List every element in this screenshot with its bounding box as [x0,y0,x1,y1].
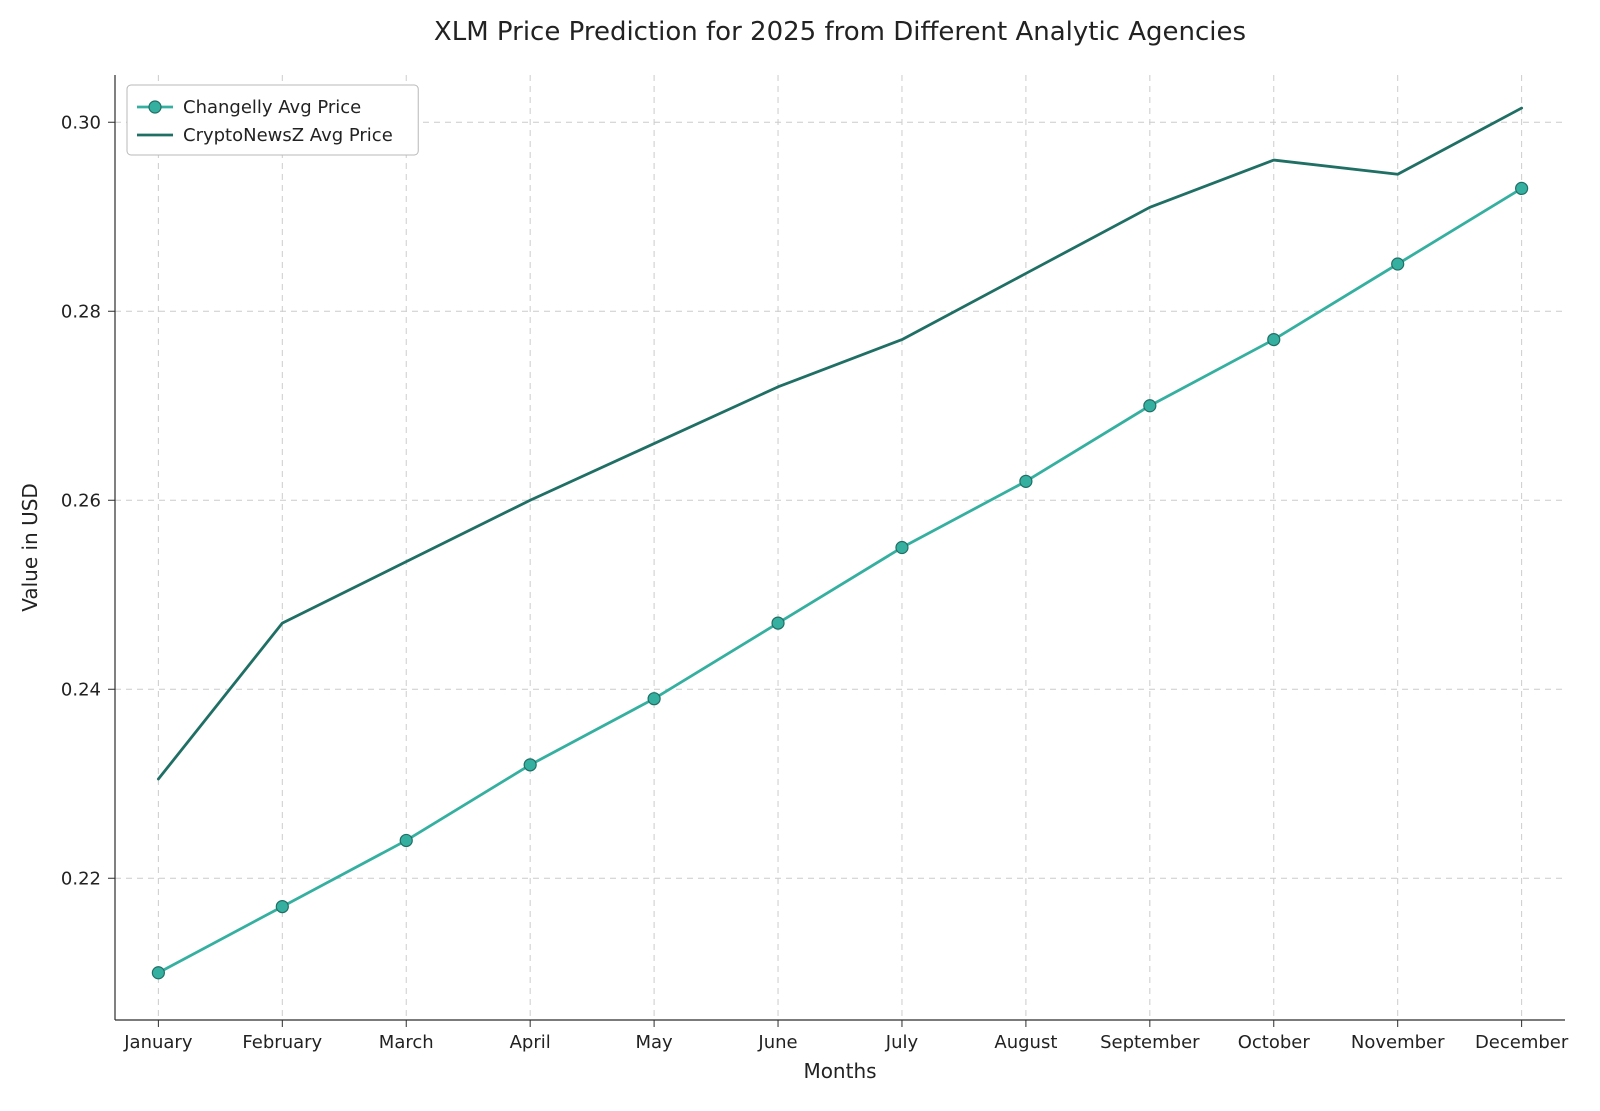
series-marker-0 [1516,182,1528,194]
line-chart: January February March April May June July Augu… [0,0,1600,1111]
series-marker-0 [400,834,412,846]
y-tick-label: 0.24 [61,679,101,700]
series-marker-0 [276,901,288,913]
series-marker-0 [152,967,164,979]
chart-title: XLM Price Prediction for 2025 from Diffe… [434,17,1246,47]
y-tick-label: 0.26 [61,490,101,511]
legend-label-0: Changelly Avg Price [183,97,361,118]
series-marker-0 [648,693,660,705]
series-marker-0 [1392,258,1404,270]
series-marker-0 [772,617,784,629]
x-tick-label: September [1100,1032,1200,1053]
x-tick-label: October [1238,1032,1311,1053]
legend-swatch-marker-0 [149,101,161,113]
y-tick-label: 0.28 [61,301,101,322]
x-tick-label: March [379,1032,434,1053]
x-tick-label: August [994,1032,1057,1053]
x-tick-label: July [885,1032,919,1053]
x-tick-label: December [1475,1032,1569,1053]
x-tick-label: April [510,1032,551,1053]
series-marker-0 [1268,334,1280,346]
legend-label-1: CryptoNewsZ Avg Price [183,125,393,146]
y-tick-label: 0.30 [61,112,101,133]
x-tick-label: February [242,1032,322,1053]
y-tick-label: 0.22 [61,868,101,889]
x-tick-label: January [123,1032,193,1053]
y-axis-label: Value in USD [18,483,42,612]
chart-container: January February March April May June July Augu… [0,0,1600,1111]
x-tick-label: June [757,1032,797,1053]
x-axis-label: Months [803,1059,876,1083]
series-marker-0 [896,542,908,554]
series-marker-0 [1144,400,1156,412]
series-marker-0 [524,759,536,771]
series-marker-0 [1020,475,1032,487]
x-tick-label: November [1351,1032,1445,1053]
x-tick-label: May [635,1032,673,1053]
